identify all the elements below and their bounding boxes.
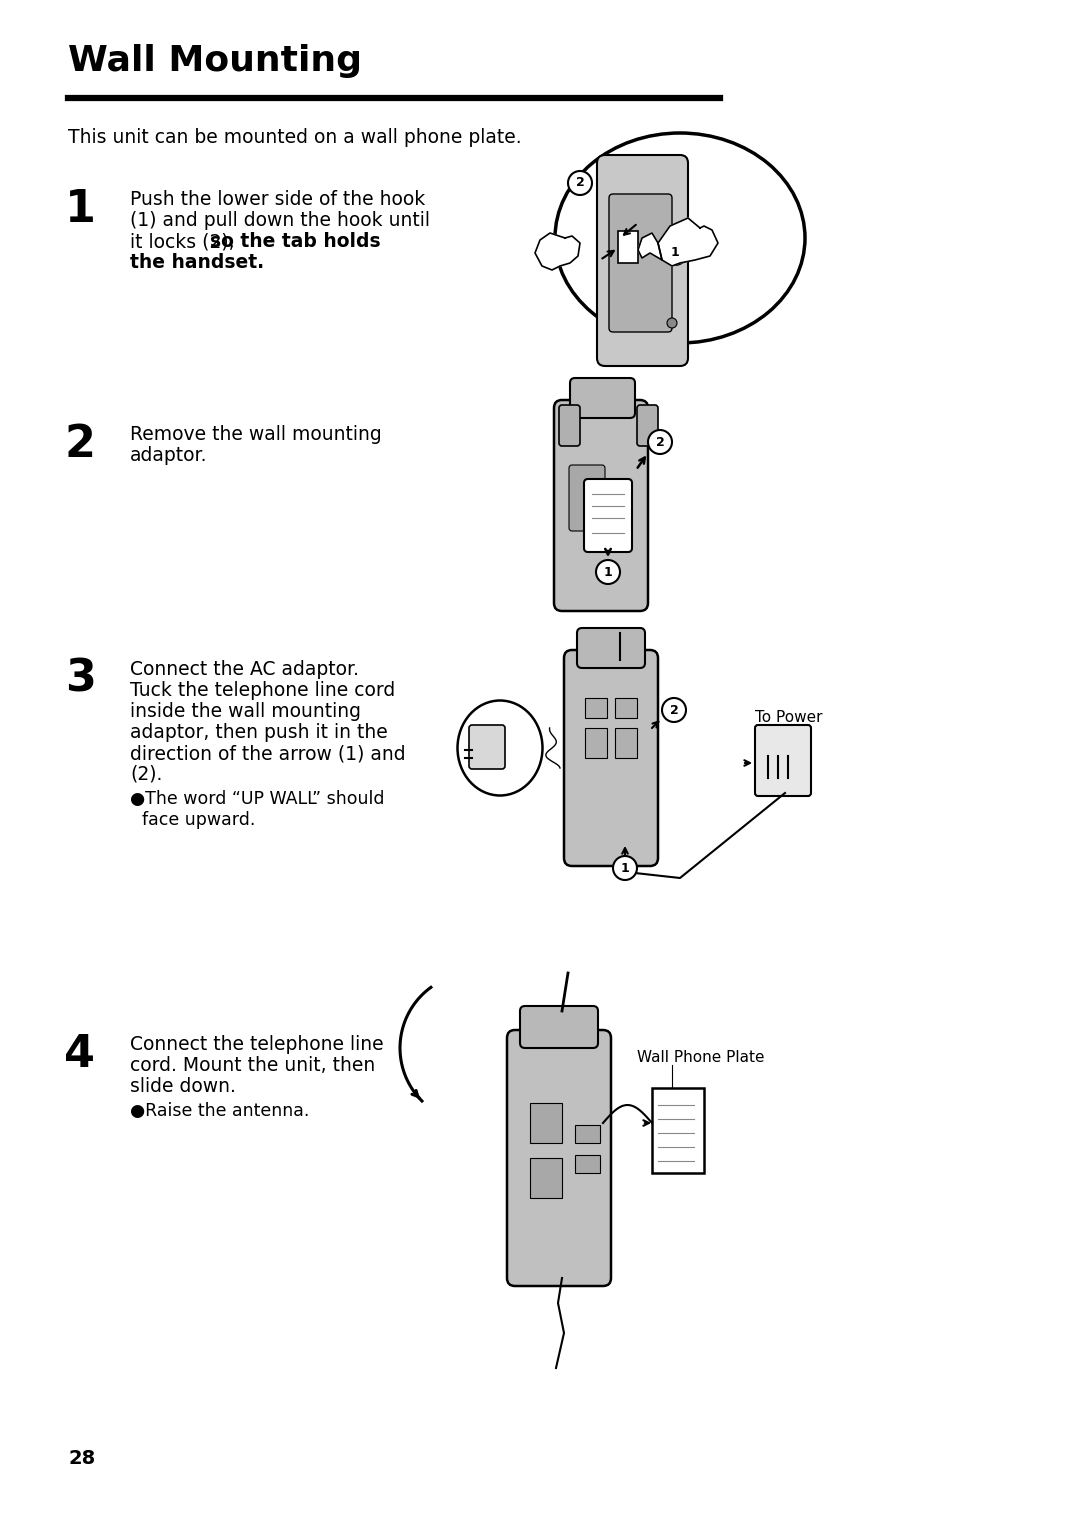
Text: Push the lower side of the hook: Push the lower side of the hook	[130, 189, 426, 209]
Text: inside the wall mounting: inside the wall mounting	[130, 701, 361, 721]
Text: 1: 1	[604, 565, 612, 579]
Text: the handset.: the handset.	[130, 254, 265, 272]
Polygon shape	[638, 232, 662, 260]
Text: 1: 1	[671, 246, 679, 260]
Text: cord. Mount the unit, then: cord. Mount the unit, then	[130, 1056, 375, 1076]
FancyBboxPatch shape	[755, 724, 811, 796]
FancyBboxPatch shape	[507, 1030, 611, 1287]
Text: ●The word “UP WALL” should: ●The word “UP WALL” should	[130, 790, 384, 808]
Bar	[618, 231, 638, 263]
Circle shape	[568, 171, 592, 196]
Text: direction of the arrow (1) and: direction of the arrow (1) and	[130, 744, 406, 762]
Text: adaptor, then push it in the: adaptor, then push it in the	[130, 723, 388, 743]
Text: Remove the wall mounting: Remove the wall mounting	[130, 425, 381, 445]
Text: slide down.: slide down.	[130, 1077, 235, 1096]
Text: ●Raise the antenna.: ●Raise the antenna.	[130, 1102, 309, 1120]
FancyBboxPatch shape	[564, 649, 658, 866]
Bar	[585, 698, 607, 718]
Text: Connect the telephone line: Connect the telephone line	[130, 1034, 383, 1054]
Text: so the tab holds: so the tab holds	[210, 232, 380, 251]
Polygon shape	[658, 219, 718, 266]
Text: Connect the AC adaptor.: Connect the AC adaptor.	[130, 660, 359, 678]
Bar	[585, 727, 607, 758]
FancyBboxPatch shape	[637, 405, 658, 446]
Circle shape	[613, 856, 637, 880]
Text: (2).: (2).	[130, 766, 162, 784]
Text: Wall Mounting: Wall Mounting	[68, 44, 362, 78]
Circle shape	[663, 241, 687, 264]
Text: To Power: To Power	[755, 711, 823, 724]
FancyBboxPatch shape	[519, 1005, 598, 1048]
Text: Outlet: Outlet	[755, 726, 802, 741]
Text: This unit can be mounted on a wall phone plate.: This unit can be mounted on a wall phone…	[68, 128, 522, 147]
Bar	[615, 727, 637, 758]
Circle shape	[667, 318, 677, 329]
Text: adaptor.: adaptor.	[130, 446, 207, 465]
Bar	[652, 1088, 704, 1174]
FancyBboxPatch shape	[570, 377, 635, 419]
FancyBboxPatch shape	[609, 194, 672, 332]
Text: 4: 4	[65, 1033, 95, 1076]
Bar	[575, 1155, 600, 1174]
Text: 3: 3	[65, 659, 95, 701]
FancyBboxPatch shape	[597, 154, 688, 367]
FancyBboxPatch shape	[559, 405, 580, 446]
FancyBboxPatch shape	[577, 628, 645, 668]
Circle shape	[662, 698, 686, 723]
Ellipse shape	[458, 700, 542, 796]
Circle shape	[648, 429, 672, 454]
Circle shape	[596, 559, 620, 584]
FancyBboxPatch shape	[569, 465, 605, 532]
Text: 2: 2	[670, 703, 678, 717]
Bar	[615, 698, 637, 718]
Bar	[575, 1125, 600, 1143]
Text: 1: 1	[621, 862, 630, 874]
FancyBboxPatch shape	[584, 478, 632, 552]
Text: (1) and pull down the hook until: (1) and pull down the hook until	[130, 211, 430, 231]
Text: 1: 1	[65, 188, 95, 231]
Ellipse shape	[555, 133, 805, 342]
Text: Tuck the telephone line cord: Tuck the telephone line cord	[130, 681, 395, 700]
Bar	[530, 1103, 562, 1143]
Text: 28: 28	[68, 1449, 95, 1468]
Text: face upward.: face upward.	[141, 811, 255, 830]
FancyBboxPatch shape	[554, 400, 648, 611]
Polygon shape	[535, 232, 580, 270]
Text: Wall Phone Plate: Wall Phone Plate	[637, 1050, 765, 1065]
Text: 2: 2	[576, 177, 584, 189]
FancyBboxPatch shape	[469, 724, 505, 769]
Text: 2: 2	[65, 423, 95, 466]
Text: it locks (2),: it locks (2),	[130, 232, 241, 251]
Text: 2: 2	[656, 435, 664, 449]
Bar	[530, 1158, 562, 1198]
